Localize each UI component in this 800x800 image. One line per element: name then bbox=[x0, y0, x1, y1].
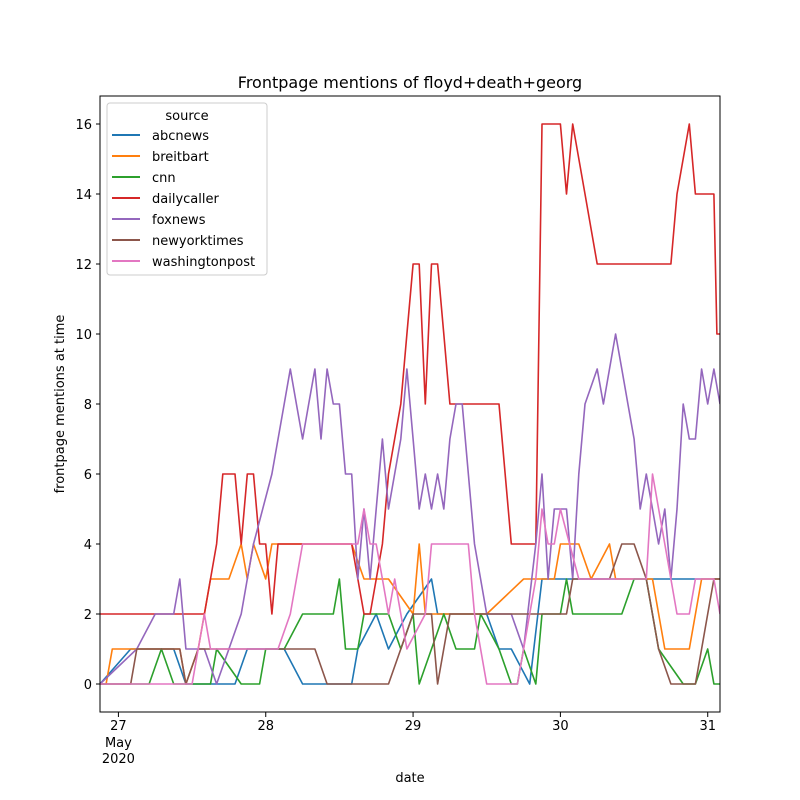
legend-label-cnn: cnn bbox=[152, 171, 176, 186]
y-tick-label: 10 bbox=[75, 328, 92, 343]
legend-label-abcnews: abcnews bbox=[152, 129, 209, 144]
legend-label-newyorktimes: newyorktimes bbox=[152, 234, 244, 249]
legend-title: source bbox=[165, 109, 208, 124]
y-tick-label: 16 bbox=[75, 118, 92, 133]
legend-label-washingtonpost: washingtonpost bbox=[152, 255, 255, 270]
series-line-cnn bbox=[100, 578, 720, 685]
x-tick-year-label: 2020 bbox=[102, 752, 135, 767]
series-line-dailycaller bbox=[100, 123, 720, 615]
x-tick-label: 28 bbox=[257, 719, 274, 734]
legend: source abcnews breitbart cnn dailycaller fox… bbox=[106, 102, 268, 276]
y-tick-label: 2 bbox=[84, 608, 92, 623]
x-tick-label: 30 bbox=[552, 719, 569, 734]
series-line-newyorktimes bbox=[100, 543, 720, 685]
y-tick-label: 12 bbox=[75, 258, 92, 273]
x-tick-month-label: May bbox=[105, 736, 132, 751]
x-tick-label: 29 bbox=[405, 719, 422, 734]
y-tick-label: 4 bbox=[84, 538, 92, 553]
legend-label-dailycaller: dailycaller bbox=[152, 192, 219, 207]
legend-box bbox=[106, 102, 268, 276]
x-tick-label: 27 bbox=[110, 719, 127, 734]
y-tick-label: 6 bbox=[84, 468, 92, 483]
x-tick-label: 31 bbox=[699, 719, 716, 734]
chart-title: Frontpage mentions of floyd+death+georg bbox=[238, 73, 582, 92]
legend-label-breitbart: breitbart bbox=[152, 150, 209, 165]
y-tick-label: 0 bbox=[84, 678, 92, 693]
series-layer bbox=[100, 123, 720, 685]
series-line-washingtonpost bbox=[100, 473, 720, 685]
x-axis-title: date bbox=[395, 771, 424, 786]
legend-label-foxnews: foxnews bbox=[152, 213, 206, 228]
series-line-foxnews bbox=[100, 333, 720, 685]
y-axis: 0 2 4 6 8 10 12 14 16 bbox=[75, 118, 100, 693]
y-axis-title: frontpage mentions at time bbox=[53, 315, 68, 494]
y-tick-label: 8 bbox=[84, 398, 92, 413]
y-tick-label: 14 bbox=[75, 188, 92, 203]
